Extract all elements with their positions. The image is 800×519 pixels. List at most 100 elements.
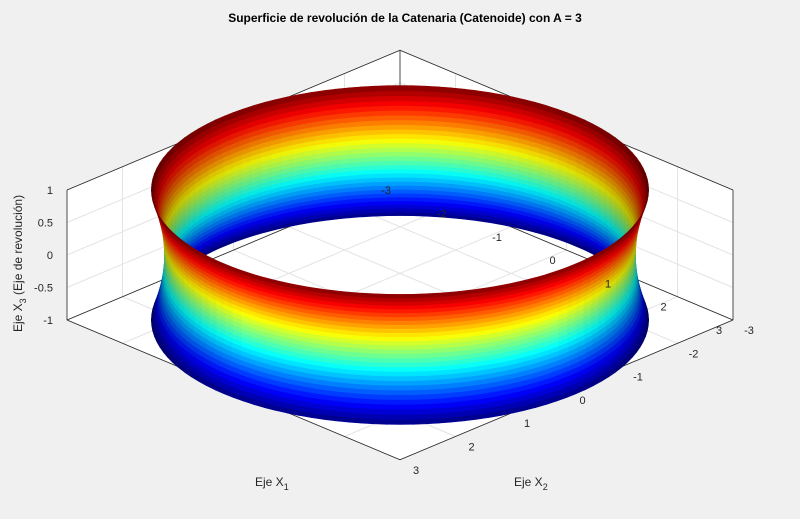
surface-patch — [386, 207, 401, 213]
surface-patch — [387, 128, 401, 135]
surface-patch — [374, 100, 388, 107]
surface-patch — [399, 200, 414, 206]
surface-patch — [399, 204, 414, 209]
surface-patch — [399, 164, 413, 170]
surface-patch — [399, 312, 413, 318]
surface-patch — [374, 142, 389, 149]
surface-patch — [386, 293, 401, 299]
surface-patch — [412, 336, 426, 342]
surface-patch — [387, 384, 401, 391]
catenoid-surface — [150, 85, 650, 425]
surface-patch — [386, 85, 401, 92]
surface-patch — [399, 95, 414, 102]
surface-patch — [387, 380, 401, 386]
surface-patch — [399, 366, 413, 372]
surface-patch — [399, 147, 413, 153]
surface-patch — [387, 168, 401, 174]
surface-patch — [399, 344, 413, 350]
x-axis-label: Eje X1 — [255, 475, 289, 492]
surface-patch — [374, 403, 388, 410]
surface-patch — [399, 124, 413, 130]
surface-patch — [375, 352, 389, 359]
surface-patch — [411, 340, 426, 346]
surface-patch — [375, 155, 389, 162]
surface-patch — [386, 418, 401, 425]
surface-patch — [438, 86, 453, 94]
y-tick-label: 3 — [413, 465, 419, 477]
surface-patch — [387, 142, 401, 148]
x-tick-label: 3 — [716, 325, 722, 337]
surface-patch — [399, 403, 414, 410]
surface-patch — [387, 353, 401, 359]
surface-patch — [373, 90, 388, 97]
surface-patch — [412, 114, 426, 121]
x-tick-label: -3 — [381, 185, 391, 197]
surface-patch — [412, 408, 426, 415]
surface-patch — [374, 95, 388, 102]
surface-patch — [411, 348, 425, 355]
surface-patch — [387, 375, 401, 382]
surface-patch — [411, 357, 425, 363]
x-tick-label: 1 — [605, 278, 611, 290]
surface-patch — [322, 88, 337, 97]
surface-patch — [374, 331, 388, 338]
surface-patch — [386, 100, 401, 107]
surface-patch — [399, 172, 413, 178]
surface-patch — [450, 87, 465, 95]
surface-patch — [399, 380, 413, 386]
surface-patch — [399, 90, 414, 97]
surface-patch — [412, 133, 426, 140]
surface-patch — [399, 196, 414, 202]
surface-patch — [399, 110, 413, 116]
surface-patch — [399, 316, 413, 322]
surface-patch — [387, 336, 401, 342]
surface-patch — [438, 291, 453, 298]
surface-patch — [399, 133, 413, 139]
surface-patch — [412, 379, 426, 386]
surface-patch — [374, 105, 388, 112]
x-tick-label: 2 — [660, 302, 666, 314]
surface-patch — [387, 114, 401, 121]
surface-patch — [387, 316, 401, 322]
surface-patch — [374, 319, 388, 325]
surface-patch — [387, 312, 401, 318]
surface-patch — [386, 304, 401, 310]
surface-patch — [412, 192, 426, 198]
z-tick-label: 0.5 — [38, 218, 53, 230]
surface-patch — [387, 119, 401, 126]
surface-patch — [387, 110, 401, 116]
surface-patch — [425, 85, 440, 93]
surface-patch — [374, 384, 388, 391]
y-axis-label: Eje X2 — [514, 475, 548, 492]
surface-patch — [399, 160, 413, 166]
surface-patch — [399, 340, 413, 346]
surface-patch — [399, 211, 414, 217]
surface-patch — [386, 95, 401, 102]
surface-patch — [424, 388, 438, 395]
surface-patch — [399, 384, 413, 391]
surface-patch — [399, 85, 414, 92]
surface-patch — [411, 147, 425, 153]
surface-patch — [386, 211, 401, 217]
surface-patch — [387, 349, 401, 355]
surface-patch — [386, 204, 401, 209]
y-tick-label: -2 — [689, 348, 699, 360]
surface-patch — [374, 379, 388, 386]
surface-patch — [412, 384, 426, 391]
surface-patch — [387, 344, 401, 350]
surface-patch — [399, 349, 413, 355]
surface-patch — [386, 196, 401, 202]
surface-patch — [399, 320, 413, 326]
surface-patch — [411, 352, 425, 359]
surface-patch — [387, 362, 401, 368]
surface-patch — [399, 328, 413, 334]
surface-patch — [425, 292, 440, 298]
surface-patch — [399, 142, 413, 148]
surface-patch — [386, 297, 401, 303]
surface-patch — [387, 366, 401, 372]
surface-patch — [399, 188, 413, 194]
surface-patch — [412, 393, 426, 400]
surface-patch — [374, 124, 388, 131]
surface-patch — [386, 413, 401, 420]
surface-patch — [412, 323, 426, 329]
